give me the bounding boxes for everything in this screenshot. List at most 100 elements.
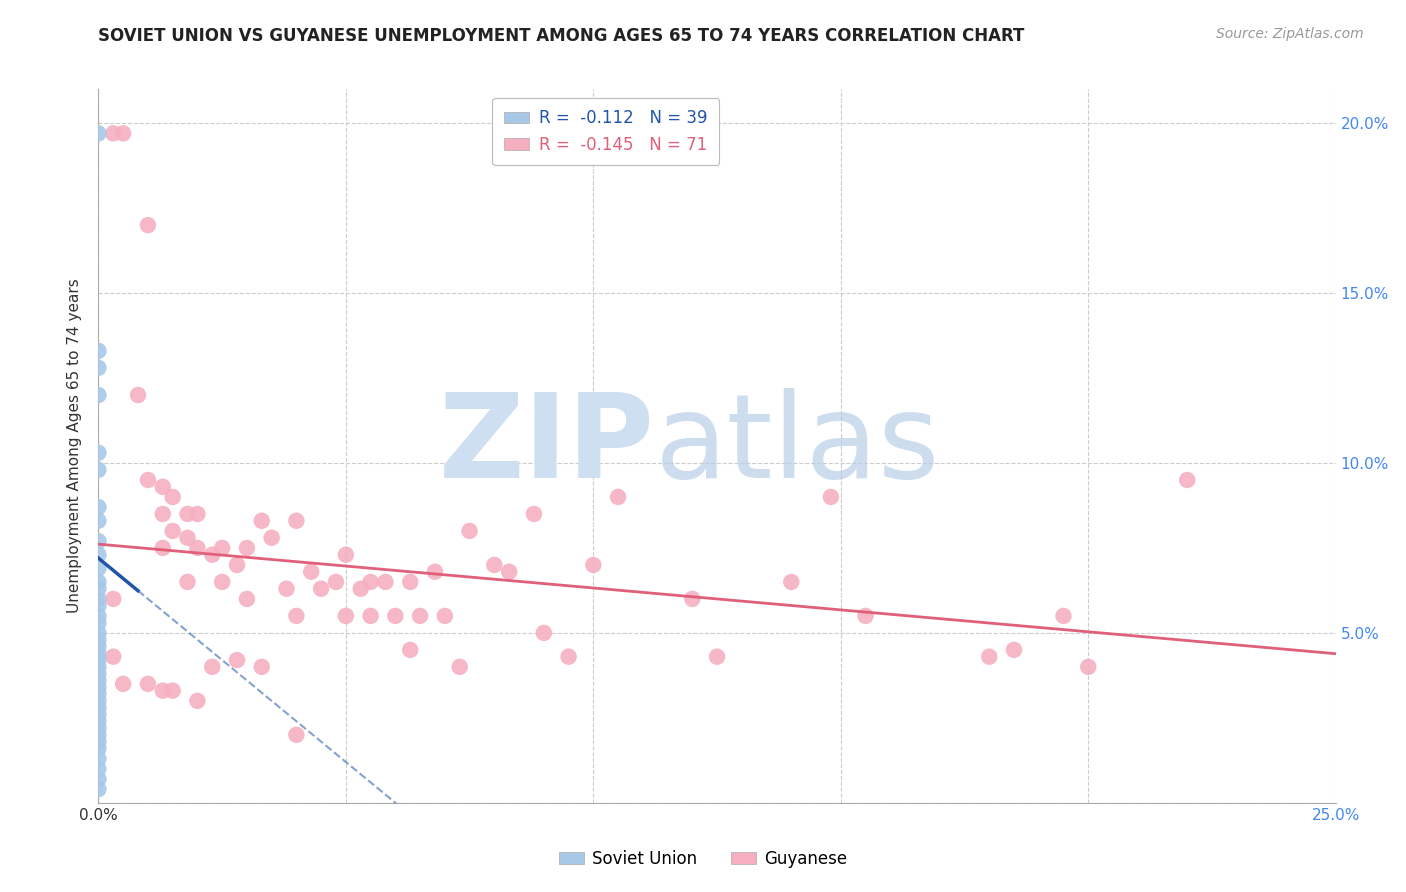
- Point: [226, 653, 249, 667]
- Point: [162, 490, 184, 504]
- Point: [449, 660, 471, 674]
- Point: [186, 694, 208, 708]
- Point: [360, 608, 382, 623]
- Point: [582, 558, 605, 572]
- Point: [136, 218, 159, 232]
- Point: [350, 582, 373, 596]
- Point: [820, 490, 842, 504]
- Point: [112, 127, 135, 141]
- Point: [276, 582, 298, 596]
- Point: [335, 608, 357, 623]
- Legend: R =  -0.112   N = 39, R =  -0.145   N = 71: R = -0.112 N = 39, R = -0.145 N = 71: [492, 97, 718, 165]
- Point: [87, 360, 110, 375]
- Point: [176, 531, 198, 545]
- Point: [1002, 643, 1025, 657]
- Point: [309, 582, 332, 596]
- Point: [87, 500, 110, 515]
- Point: [87, 728, 110, 742]
- Point: [87, 666, 110, 681]
- Legend: Soviet Union, Guyanese: Soviet Union, Guyanese: [553, 844, 853, 875]
- Point: [87, 646, 110, 660]
- Point: [186, 507, 208, 521]
- Point: [250, 514, 273, 528]
- Point: [87, 574, 110, 589]
- Point: [136, 473, 159, 487]
- Point: [607, 490, 630, 504]
- Point: [87, 548, 110, 562]
- Point: [112, 677, 135, 691]
- Point: [399, 643, 422, 657]
- Point: [1077, 660, 1099, 674]
- Point: [855, 608, 877, 623]
- Point: [136, 677, 159, 691]
- Point: [152, 683, 174, 698]
- Point: [87, 734, 110, 748]
- Point: [162, 683, 184, 698]
- Point: [260, 531, 283, 545]
- Point: [87, 673, 110, 688]
- Text: Source: ZipAtlas.com: Source: ZipAtlas.com: [1216, 27, 1364, 41]
- Point: [87, 741, 110, 756]
- Point: [87, 714, 110, 729]
- Point: [87, 534, 110, 549]
- Point: [250, 660, 273, 674]
- Y-axis label: Unemployment Among Ages 65 to 74 years: Unemployment Among Ages 65 to 74 years: [67, 278, 83, 614]
- Point: [186, 541, 208, 555]
- Point: [484, 558, 506, 572]
- Point: [87, 687, 110, 701]
- Point: [87, 772, 110, 786]
- Point: [299, 565, 322, 579]
- Point: [201, 548, 224, 562]
- Text: SOVIET UNION VS GUYANESE UNEMPLOYMENT AMONG AGES 65 TO 74 YEARS CORRELATION CHAR: SOVIET UNION VS GUYANESE UNEMPLOYMENT AM…: [98, 27, 1025, 45]
- Text: atlas: atlas: [655, 389, 941, 503]
- Point: [399, 574, 422, 589]
- Point: [87, 343, 110, 358]
- Point: [103, 591, 125, 606]
- Point: [87, 632, 110, 647]
- Point: [152, 480, 174, 494]
- Point: [285, 608, 308, 623]
- Point: [87, 653, 110, 667]
- Point: [706, 649, 728, 664]
- Point: [87, 514, 110, 528]
- Point: [87, 388, 110, 402]
- Point: [87, 446, 110, 460]
- Point: [87, 599, 110, 613]
- Point: [87, 127, 110, 141]
- Point: [557, 649, 579, 664]
- Point: [87, 626, 110, 640]
- Point: [458, 524, 481, 538]
- Point: [335, 548, 357, 562]
- Point: [236, 541, 259, 555]
- Point: [285, 728, 308, 742]
- Point: [103, 649, 125, 664]
- Point: [211, 541, 233, 555]
- Text: ZIP: ZIP: [439, 389, 655, 503]
- Point: [162, 524, 184, 538]
- Point: [780, 574, 803, 589]
- Point: [87, 463, 110, 477]
- Point: [201, 660, 224, 674]
- Point: [409, 608, 432, 623]
- Point: [285, 514, 308, 528]
- Point: [360, 574, 382, 589]
- Point: [176, 574, 198, 589]
- Point: [87, 561, 110, 575]
- Point: [152, 541, 174, 555]
- Point: [87, 782, 110, 797]
- Point: [87, 660, 110, 674]
- Point: [87, 591, 110, 606]
- Point: [681, 591, 703, 606]
- Point: [87, 680, 110, 694]
- Point: [152, 507, 174, 521]
- Point: [87, 762, 110, 776]
- Point: [87, 608, 110, 623]
- Point: [87, 707, 110, 722]
- Point: [523, 507, 546, 521]
- Point: [211, 574, 233, 589]
- Point: [87, 694, 110, 708]
- Point: [423, 565, 446, 579]
- Point: [533, 626, 555, 640]
- Point: [226, 558, 249, 572]
- Point: [236, 591, 259, 606]
